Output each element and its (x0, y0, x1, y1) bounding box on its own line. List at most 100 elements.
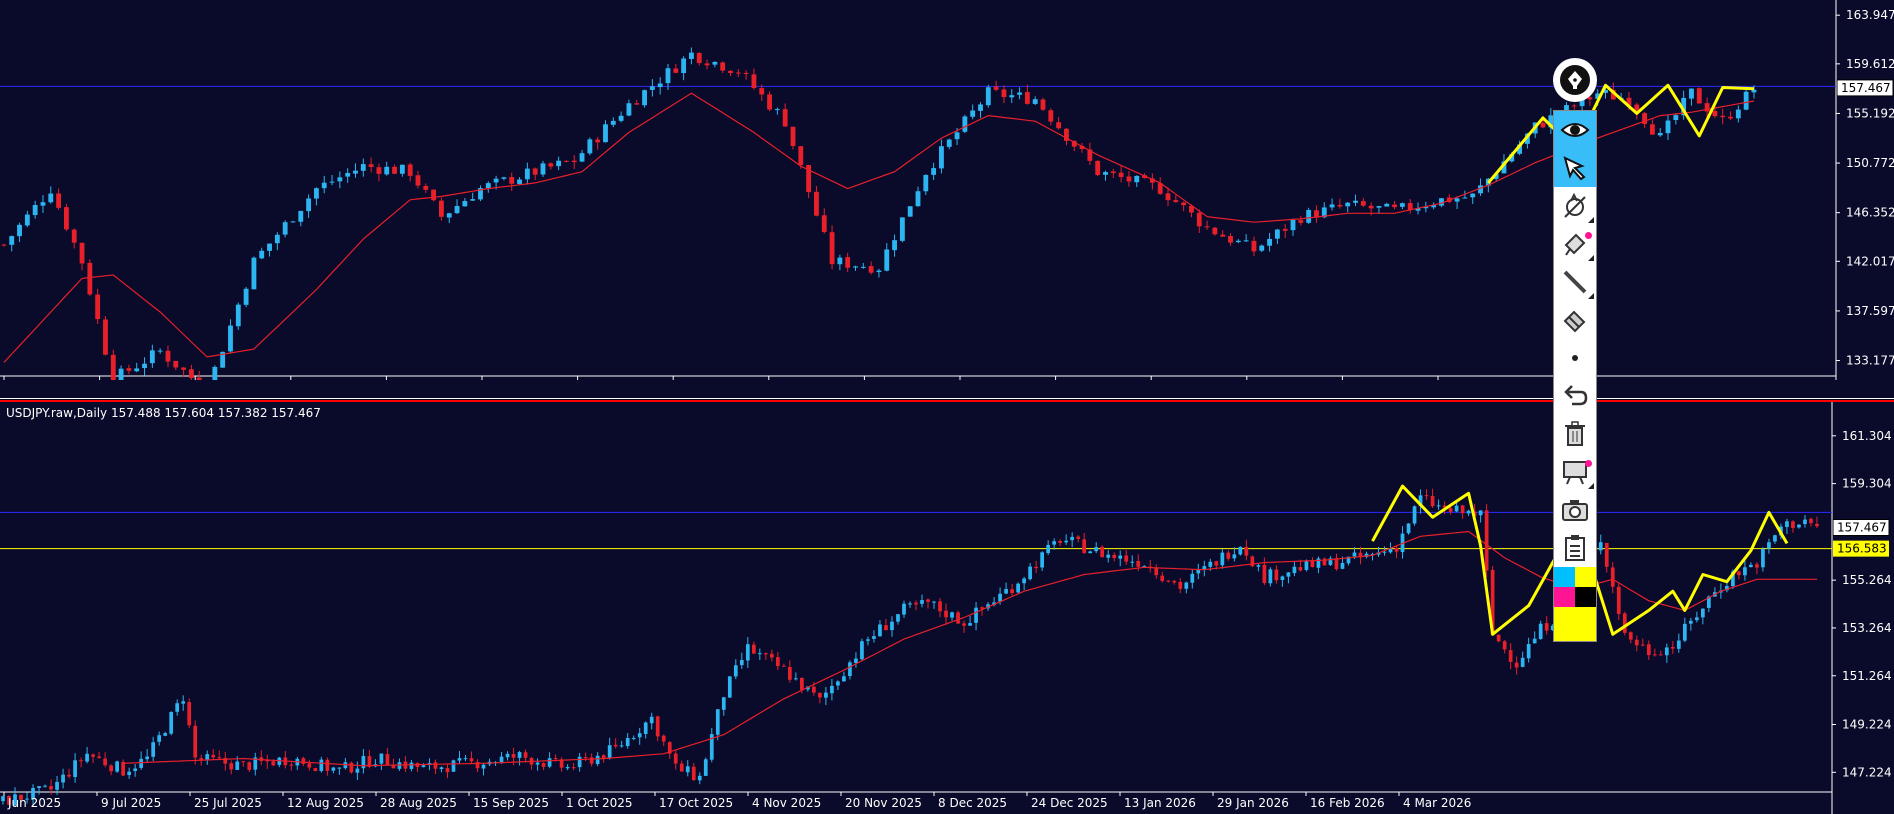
cursor-icon[interactable] (1554, 149, 1596, 187)
candle (962, 116, 968, 132)
candle (914, 602, 918, 605)
candle (267, 243, 272, 251)
candle (1076, 536, 1081, 539)
candle (1384, 203, 1390, 207)
hide-drawings-icon[interactable] (1554, 187, 1596, 225)
candle (794, 678, 798, 680)
candle (1478, 185, 1483, 194)
clipboard-icon[interactable] (1554, 529, 1596, 567)
candle (634, 103, 640, 105)
candle (878, 624, 882, 637)
candle (642, 90, 647, 106)
candle (1749, 564, 1753, 568)
candle (55, 781, 59, 790)
swatch-pink[interactable] (1554, 587, 1575, 607)
pen-toggle-button[interactable] (1553, 58, 1597, 102)
candle (790, 126, 796, 146)
candle (884, 625, 888, 631)
eye-icon[interactable] (1554, 111, 1596, 149)
x-tick-label: 13 Jan 2026 (1124, 796, 1196, 810)
highlighter-icon[interactable] (1554, 225, 1596, 263)
candle (956, 612, 960, 624)
candle (1173, 200, 1179, 203)
candle (818, 692, 822, 698)
candle (7, 796, 11, 805)
candle (457, 758, 462, 761)
camera-icon[interactable] (1554, 491, 1596, 529)
eraser-icon[interactable] (1554, 301, 1596, 339)
candle (1142, 566, 1147, 568)
drawing-toolbar (1553, 58, 1597, 642)
candle (1460, 505, 1465, 514)
presentation-icon[interactable] (1554, 453, 1596, 491)
candle (607, 745, 612, 759)
candle (169, 712, 174, 734)
swatch-yellow-large[interactable] (1554, 607, 1596, 641)
candle (91, 754, 95, 757)
y-tick-label: 142.017 (1846, 254, 1894, 268)
pane-separator[interactable] (0, 398, 1894, 402)
candle (329, 181, 335, 183)
candle (565, 767, 570, 769)
candle (73, 760, 77, 777)
candle (43, 785, 47, 787)
swatch-cyan[interactable] (1554, 567, 1575, 587)
candle (631, 737, 636, 739)
candle (142, 363, 147, 369)
candle (1501, 161, 1507, 174)
swatch-yellow[interactable] (1575, 567, 1596, 587)
undo-icon[interactable] (1554, 377, 1596, 415)
candle (908, 603, 912, 605)
candle (657, 83, 663, 88)
candle (1466, 510, 1471, 514)
candle (1803, 519, 1807, 525)
trash-icon[interactable] (1554, 415, 1596, 453)
daily-chart[interactable]: 161.304 159.304 155.264 153.264 151.264 149.2… (0, 402, 1894, 814)
candle (1508, 650, 1513, 662)
candle (1214, 561, 1219, 566)
candle (1544, 623, 1549, 631)
level-label-box (1833, 540, 1889, 557)
line-icon[interactable] (1554, 263, 1596, 301)
y-tick-label: 161.304 (1842, 429, 1892, 443)
candle (298, 210, 304, 222)
weekly-chart[interactable]: 163.947 159.612 155.192 150.772 146.352 142.0… (0, 0, 1894, 380)
candle (938, 601, 942, 612)
candle (1610, 567, 1615, 587)
candle (56, 193, 62, 208)
candle (325, 759, 330, 771)
candle (1478, 510, 1483, 516)
x-tick-label: 8 Dec 2025 (938, 796, 1007, 810)
candle (763, 653, 768, 655)
candle (1189, 205, 1194, 213)
candle (445, 768, 450, 773)
y-tick-label: 146.352 (1846, 206, 1894, 220)
y-tick-label: 159.304 (1842, 477, 1892, 491)
candle (1785, 521, 1789, 528)
candle (1423, 206, 1429, 209)
candle (95, 294, 101, 320)
candle (1700, 608, 1705, 618)
candle (985, 87, 991, 106)
candle (175, 703, 180, 712)
candle (1670, 646, 1675, 649)
y-tick-label: 155.264 (1842, 573, 1892, 587)
candle (1399, 203, 1405, 207)
candle (1676, 640, 1681, 649)
candle (331, 767, 336, 771)
candle (149, 350, 155, 364)
candle (353, 170, 358, 174)
candle (1160, 575, 1165, 581)
candle (360, 164, 366, 171)
candle (1673, 115, 1679, 121)
swatch-black[interactable] (1575, 587, 1596, 607)
candle (481, 764, 486, 769)
candle (431, 189, 437, 201)
dot-icon[interactable] (1554, 339, 1596, 377)
candle (1256, 565, 1261, 567)
candle (727, 676, 732, 698)
candle (1520, 657, 1525, 667)
candle (1212, 227, 1218, 235)
candle (451, 760, 456, 772)
x-tick-label: Jun 2025 (7, 796, 61, 810)
